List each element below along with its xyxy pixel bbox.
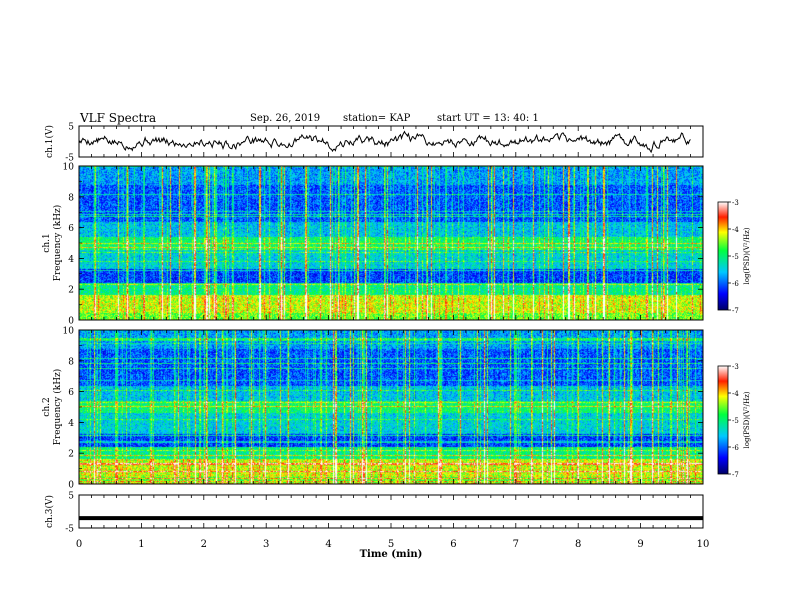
ch1-waveform-trace	[78, 130, 691, 154]
colorbar-tick-label: -6	[732, 280, 739, 288]
ch1-spectrogram-colorbar	[717, 201, 729, 311]
ch1-spectrogram-ylabel-frequency: Frequency (kHz)	[52, 205, 63, 282]
colorbar-tick-label: -7	[732, 307, 739, 315]
ch2-spectrogram-ylabel-channel: ch.2	[42, 397, 52, 416]
y-tick-label: 10	[63, 327, 75, 337]
y-tick-label: 2	[68, 286, 74, 296]
colorbar-tick-label: -3	[732, 199, 739, 207]
y-tick-label: 0	[68, 317, 74, 327]
x-tick-label: 9	[637, 539, 643, 550]
colorbar-tick-label: -4	[732, 226, 739, 234]
y-tick-label: 5	[68, 492, 74, 502]
x-tick-label: 1	[138, 539, 144, 550]
y-tick-label: 10	[63, 163, 75, 173]
colorbar-tick-label: -5	[732, 253, 739, 261]
x-tick-label: 8	[575, 539, 581, 550]
x-tick-label: 10	[697, 539, 710, 550]
ch1-waveform-ylabel: ch.1(V)	[44, 125, 55, 158]
ch3-waveform-ylabel: ch.3(V)	[44, 495, 55, 528]
x-tick-label: 4	[325, 539, 331, 550]
y-tick-label: -5	[65, 525, 74, 535]
y-tick-label: 8	[68, 357, 74, 367]
ch2-spectrogram-ylabel-frequency: Frequency (kHz)	[52, 369, 63, 446]
x-tick-label: 7	[513, 539, 519, 550]
x-tick-label: 6	[450, 539, 456, 550]
colorbar-tick-label: -4	[732, 390, 739, 398]
colorbar-tick-label: -3	[732, 363, 739, 371]
x-axis-label: Time (min)	[360, 549, 423, 560]
y-tick-label: 0	[68, 481, 74, 491]
x-tick-label: 2	[201, 539, 207, 550]
y-tick-label: 8	[68, 193, 74, 203]
station-label: station= KAP	[343, 113, 411, 124]
x-tick-label: 0	[76, 539, 82, 550]
ch1-spectrogram-colorbar-label: log(PSD)(V²/Hz)	[743, 227, 751, 284]
ch2-spectrogram-colorbar	[717, 365, 729, 475]
date-label: Sep. 26, 2019	[250, 113, 321, 124]
colorbar-tick-label: -5	[732, 417, 739, 425]
ch1-spectrogram-ylabel-channel: ch.1	[42, 233, 52, 252]
y-tick-label: 2	[68, 450, 74, 460]
y-tick-label: 6	[68, 224, 74, 234]
x-tick-label: 5	[388, 539, 394, 550]
start-time-label: start UT = 13: 40: 1	[437, 113, 539, 124]
ch2-spectrogram-colorbar-label: log(PSD)(V²/Hz)	[743, 391, 751, 448]
y-tick-label: 4	[68, 419, 74, 429]
colorbar-tick-label: -7	[732, 471, 739, 479]
ch1-spectrogram-image	[79, 166, 703, 320]
chart-title: VLF Spectra	[80, 111, 157, 125]
y-tick-label: 4	[68, 255, 74, 265]
x-tick-label: 3	[263, 539, 269, 550]
colorbar-tick-label: -6	[732, 444, 739, 452]
y-tick-label: 5	[68, 123, 74, 133]
y-tick-label: -5	[65, 154, 74, 164]
ch2-spectrogram-image	[79, 330, 703, 484]
y-tick-label: 6	[68, 388, 74, 398]
